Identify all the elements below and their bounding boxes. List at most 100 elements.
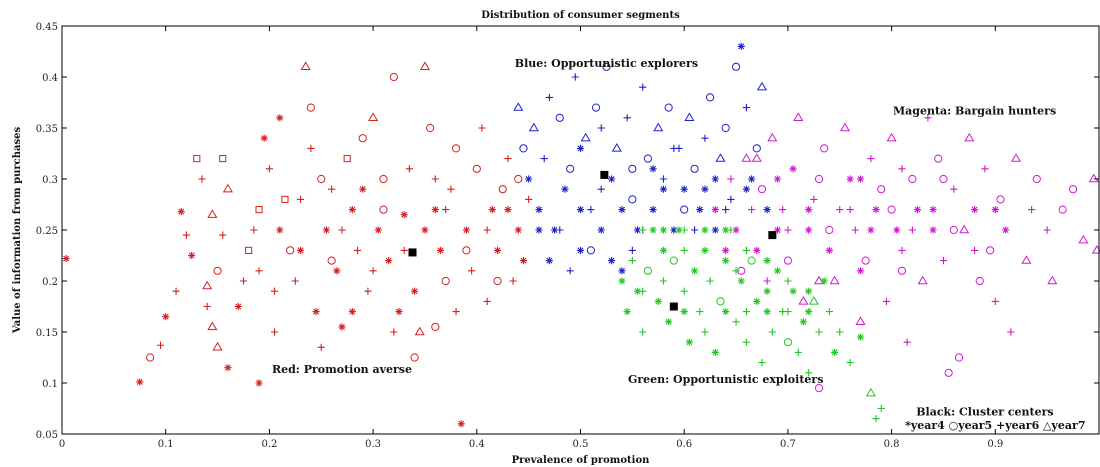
magenta-point xyxy=(798,296,809,305)
annotation-label: Green: Opportunistic exploiters xyxy=(628,373,823,386)
magenta-point xyxy=(959,224,970,234)
magenta-point xyxy=(950,185,958,193)
magenta-point xyxy=(1021,255,1032,264)
blue-point xyxy=(540,155,548,163)
blue-point xyxy=(586,246,595,255)
green-point xyxy=(763,257,771,265)
green-point xyxy=(654,297,662,305)
green-point xyxy=(675,226,683,234)
red-point xyxy=(317,174,326,184)
magenta-point xyxy=(1007,328,1015,336)
red-point xyxy=(364,287,372,295)
red-point xyxy=(483,226,491,234)
green-point xyxy=(722,308,730,316)
blue-point xyxy=(763,206,771,214)
magenta-point xyxy=(784,226,792,234)
red-point xyxy=(410,353,419,362)
magenta-point xyxy=(1043,226,1051,234)
blue-point xyxy=(571,73,579,81)
red-point xyxy=(327,256,336,265)
blue-point xyxy=(690,226,699,234)
red-point xyxy=(270,287,279,295)
blue-point xyxy=(659,185,668,193)
red-point xyxy=(300,61,311,70)
annotation-label: Red: Promotion averse xyxy=(272,363,412,376)
magenta-point xyxy=(814,174,824,184)
red-point xyxy=(291,277,299,285)
red-point xyxy=(338,323,346,331)
green-point xyxy=(706,277,714,285)
blue-point xyxy=(633,226,642,234)
red-point xyxy=(400,246,408,254)
magenta-point xyxy=(908,226,916,234)
magenta-point xyxy=(727,175,735,183)
red-point xyxy=(146,353,155,362)
magenta-point xyxy=(913,206,922,214)
magenta-point xyxy=(908,174,917,184)
magenta-point xyxy=(939,257,948,265)
y-tick-label: 0.3 xyxy=(42,175,58,186)
magenta-point xyxy=(887,205,896,214)
red-point xyxy=(410,287,419,295)
red-point xyxy=(390,328,398,336)
red-point xyxy=(317,343,325,351)
red-point xyxy=(379,205,388,214)
red-point xyxy=(369,267,377,275)
green-point xyxy=(639,287,647,295)
magenta-point xyxy=(861,256,870,265)
red-point xyxy=(431,322,440,331)
magenta-point xyxy=(964,132,975,142)
red-point xyxy=(358,134,367,143)
red-point xyxy=(306,103,315,112)
red-point xyxy=(207,321,218,331)
green-point xyxy=(768,328,776,336)
magenta-point xyxy=(825,225,834,235)
red-point xyxy=(468,267,476,275)
blue-point xyxy=(628,164,637,173)
magenta-point xyxy=(711,206,719,214)
red-point xyxy=(213,266,222,275)
blue-point xyxy=(587,206,595,214)
blue-point xyxy=(611,143,622,152)
red-point xyxy=(255,206,263,214)
magenta-point xyxy=(934,154,943,163)
red-point xyxy=(414,326,425,336)
blue-point xyxy=(525,175,533,183)
green-point xyxy=(680,246,688,254)
magenta-point xyxy=(751,153,762,162)
red-point xyxy=(136,378,144,386)
blue-point xyxy=(706,93,715,102)
red-point xyxy=(462,226,471,234)
blue-point xyxy=(580,132,591,142)
blue-point xyxy=(649,165,657,173)
green-point xyxy=(643,266,653,275)
green-point xyxy=(747,256,756,265)
blue-point xyxy=(653,122,664,132)
magenta-point xyxy=(773,226,782,234)
green-point xyxy=(701,226,709,234)
green-point xyxy=(784,308,792,316)
red-point xyxy=(436,246,445,254)
green-point xyxy=(815,328,823,336)
magenta-point xyxy=(867,226,875,234)
red-point xyxy=(400,211,408,219)
blue-point xyxy=(628,195,637,204)
green-point xyxy=(753,297,761,305)
red-point xyxy=(219,231,227,239)
blue-point xyxy=(680,205,689,214)
green-point xyxy=(830,348,839,356)
red-point xyxy=(395,308,403,316)
red-point xyxy=(202,280,213,290)
magenta-point xyxy=(1047,275,1058,285)
blue-point xyxy=(752,144,761,153)
magenta-point xyxy=(991,206,999,214)
red-point xyxy=(385,257,393,265)
red-point xyxy=(182,231,191,239)
red-point xyxy=(312,308,320,316)
green-point xyxy=(722,257,730,265)
blue-point xyxy=(664,103,673,112)
green-point xyxy=(685,338,693,346)
green-point xyxy=(649,226,657,234)
green-point xyxy=(742,338,751,346)
blue-point xyxy=(756,81,768,91)
